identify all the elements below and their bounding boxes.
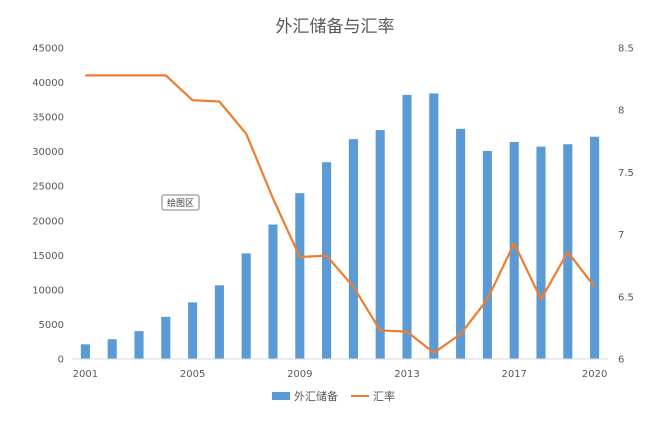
bar-reserves-2016 [482, 150, 492, 359]
bar-reserves-2015 [456, 128, 466, 359]
legend-label-rate: 汇率 [373, 389, 395, 403]
bar-reserves-2017 [509, 141, 519, 359]
bar-reserves-2008 [268, 224, 278, 359]
y-left-tick-label: 15000 [32, 251, 64, 262]
plot-area-tooltip: 绘图区 [161, 194, 200, 211]
bar-reserves-2014 [429, 93, 439, 359]
y-left-tick-label: 25000 [32, 182, 64, 193]
legend: 外汇储备 汇率 [272, 389, 395, 403]
tooltip-label: 绘图区 [167, 197, 194, 209]
x-tick-label: 2005 [180, 369, 205, 380]
chart-title: 外汇储备与汇率 [276, 17, 395, 37]
bar-reserves-2005 [188, 302, 198, 359]
bar-reserves-2018 [536, 146, 546, 359]
axis-layer: 0 5000 10000 15000 20000 25000 30000 35000 40000… [32, 44, 634, 381]
y-right-tick-label: 8.5 [618, 44, 634, 55]
y-right-tick-label: 6 [618, 355, 624, 366]
y-left-tick-label: 30000 [32, 147, 64, 158]
x-tick-label: 2013 [394, 369, 419, 380]
bar-reserves-2007 [241, 253, 251, 359]
bar-reserves-2006 [214, 285, 224, 359]
y-left-tick-label: 45000 [32, 44, 64, 55]
y-left-tick-label: 0 [58, 355, 64, 366]
bar-reserves-2020 [590, 136, 600, 359]
y-right-tick-label: 7 [618, 230, 624, 241]
bar-reserves-2001 [80, 344, 90, 359]
y-left-tick-label: 40000 [32, 78, 64, 89]
legend-swatch-reserves [272, 392, 290, 400]
bar-reserves-2009 [295, 193, 305, 359]
bar-reserves-2004 [161, 316, 171, 359]
bar-reserves-2011 [348, 139, 358, 359]
y-right-tick-label: 7.5 [618, 168, 634, 179]
bar-reserves-2003 [134, 331, 144, 359]
x-tick-label: 2009 [287, 369, 312, 380]
bar-reserves-2012 [375, 130, 385, 359]
tooltip-box [161, 194, 200, 211]
bars-layer [80, 93, 600, 360]
y-right-tick-label: 6.5 [618, 292, 634, 303]
line-exchange-rate [85, 74, 596, 354]
bar-reserves-2010 [322, 162, 332, 359]
line-layer [85, 74, 596, 354]
bar-reserves-2002 [107, 339, 117, 359]
y-right-tick-label: 8 [618, 106, 624, 117]
bar-reserves-2013 [402, 94, 412, 360]
x-tick-label: 2017 [501, 369, 526, 380]
x-tick-label: 2020 [582, 369, 607, 380]
y-left-tick-label: 10000 [32, 285, 64, 296]
legend-label-reserves: 外汇储备 [294, 389, 338, 403]
x-tick-label: 2001 [73, 369, 98, 380]
y-left-tick-label: 5000 [39, 320, 64, 331]
y-left-tick-label: 35000 [32, 113, 64, 124]
y-left-tick-label: 20000 [32, 216, 64, 227]
